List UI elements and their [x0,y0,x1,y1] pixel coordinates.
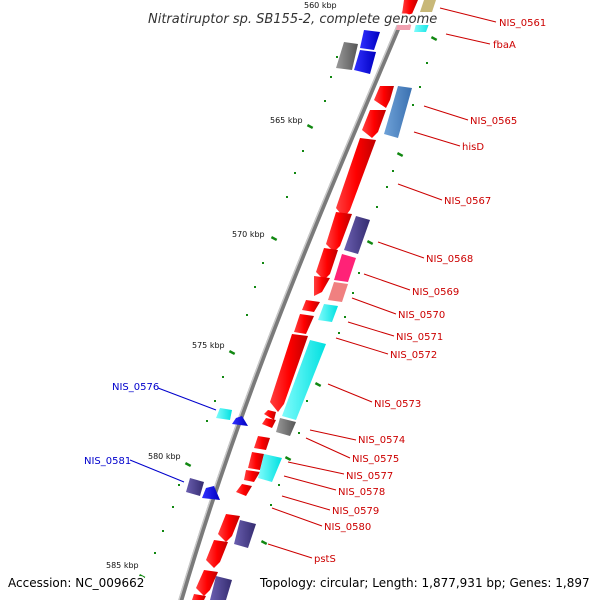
gene-label[interactable]: hisD [462,142,484,153]
gene-block[interactable] [336,42,358,70]
gene-arrow[interactable] [302,300,320,312]
gene-label[interactable]: NIS_0579 [332,506,379,517]
genome-title: Nitratiruptor sp. SB155-2, complete geno… [148,12,437,27]
gene-arrow[interactable] [244,470,260,482]
forward-genes-track [192,0,418,600]
kbp-tick-label: 565 kbp [270,116,303,125]
genome-summary-text: Topology: circular; Length: 1,877,931 bp… [259,576,590,590]
kbp-tick-label: 560 kbp [304,1,337,10]
gene-block[interactable] [420,0,436,12]
gene-label[interactable]: NIS_0576 [112,382,159,393]
kbp-tick-label: 585 kbp [106,561,139,570]
gene-label[interactable]: NIS_0578 [338,487,385,498]
gene-block[interactable] [216,408,232,420]
gene-arrow[interactable] [314,276,330,296]
gene-label[interactable]: NIS_0567 [444,196,491,207]
gene-block[interactable] [318,304,338,322]
gene-arrow[interactable] [362,110,386,138]
gene-label[interactable]: NIS_0565 [470,116,517,127]
gene-label[interactable]: pstS [314,554,336,565]
gene-block[interactable] [234,520,256,548]
gene-label[interactable]: NIS_0574 [358,435,405,446]
gene-label[interactable]: NIS_0561 [499,18,546,29]
kbp-tick-label: 575 kbp [192,341,225,350]
kbp-tick-label: 570 kbp [232,230,265,239]
kbp-scale: 560 kbp 565 kbp 570 kbp 575 kbp 580 kbp … [106,1,337,570]
gene-arrow[interactable] [374,86,394,108]
gene-label[interactable]: NIS_0575 [352,454,399,465]
gene-arrow[interactable] [294,314,314,334]
gene-label[interactable]: NIS_0580 [324,522,371,533]
gene-block[interactable] [328,282,348,302]
callout-lines-left [130,388,216,482]
gene-label[interactable]: fbaA [493,40,516,51]
gene-block[interactable] [334,254,356,282]
gene-arrow[interactable] [206,540,228,568]
gene-arrow[interactable] [360,30,380,50]
gene-arrow[interactable] [254,436,270,450]
gene-label[interactable]: NIS_0570 [398,310,445,321]
accession-text: Accession: NC_009662 [8,576,144,590]
gene-block[interactable] [186,478,204,496]
gene-label[interactable]: NIS_0568 [426,254,473,265]
kbp-tick-label: 580 kbp [148,452,181,461]
gene-label[interactable]: NIS_0581 [84,456,131,467]
gene-label[interactable]: NIS_0572 [390,350,437,361]
gene-block[interactable] [276,418,296,436]
gene-label[interactable]: NIS_0569 [412,287,459,298]
gene-arrow[interactable] [336,138,376,218]
gene-label[interactable]: NIS_0577 [346,471,393,482]
gene-arrow[interactable] [354,50,376,74]
gene-label[interactable]: NIS_0571 [396,332,443,343]
feature-track-right [210,0,436,600]
gene-arrow[interactable] [232,416,248,426]
gene-arrow[interactable] [236,484,252,496]
gene-arrow[interactable] [316,248,338,280]
gene-label[interactable]: NIS_0573 [374,399,421,410]
